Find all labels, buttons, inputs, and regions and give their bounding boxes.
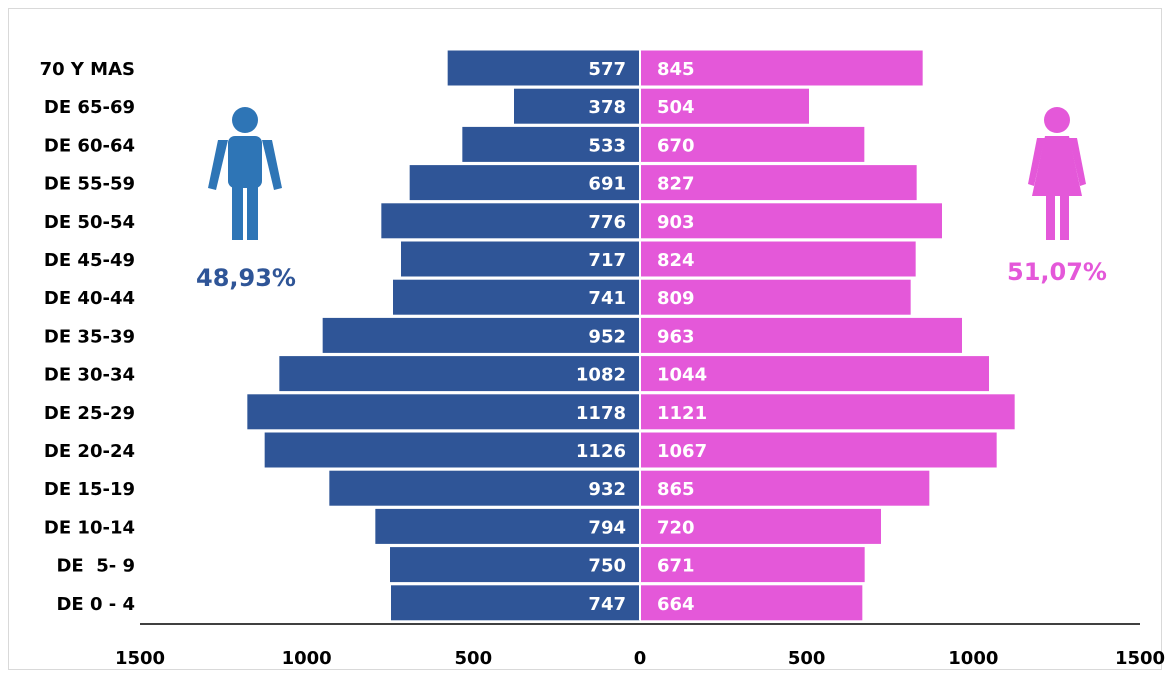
category-labels: 70 Y MAS DE 65-69 DE 60-64 DE 55-59 DE 50-54… xyxy=(40,59,135,615)
x-tick-label: 1500 xyxy=(115,648,165,669)
bar-right-label: 903 xyxy=(657,212,695,233)
bar-left xyxy=(514,88,640,124)
bar-right xyxy=(641,432,997,468)
bar-right-label: 963 xyxy=(657,326,695,347)
category-label: DE 5- 9 xyxy=(56,556,135,577)
bar-left-label: 577 xyxy=(588,59,626,80)
bar-right-label: 664 xyxy=(657,594,695,615)
bar-right-label: 824 xyxy=(657,250,695,271)
bar-right xyxy=(641,50,923,86)
bar-left-label: 1082 xyxy=(576,365,626,386)
bar-right xyxy=(641,279,911,315)
category-label: DE 55-59 xyxy=(44,174,135,195)
x-tick-label: 500 xyxy=(455,648,493,669)
category-label: DE 50-54 xyxy=(44,212,135,233)
male-percentage: 48,93% xyxy=(196,264,296,292)
bar-left-label: 750 xyxy=(588,556,626,577)
category-label: DE 40-44 xyxy=(44,288,135,309)
bar-left xyxy=(409,165,640,201)
bar-left-label: 717 xyxy=(588,250,626,271)
bar-left-label: 747 xyxy=(588,594,626,615)
bar-left-label: 378 xyxy=(588,97,626,118)
bar-right-label: 865 xyxy=(657,479,695,500)
bar-left xyxy=(279,356,640,392)
bar-right-label: 1044 xyxy=(657,365,707,386)
male-person-icon xyxy=(208,107,282,240)
bar-right-label: 671 xyxy=(657,556,695,577)
bar-right-label: 845 xyxy=(657,59,695,80)
bar-left-label: 776 xyxy=(588,212,626,233)
category-label: DE 45-49 xyxy=(44,250,135,271)
x-tick-label: 1000 xyxy=(948,648,998,669)
category-label: DE 10-14 xyxy=(44,517,135,538)
bar-left xyxy=(390,547,640,583)
bar-left xyxy=(462,126,640,162)
bar-right xyxy=(641,585,863,621)
bar-right-label: 1067 xyxy=(657,441,707,462)
female-percentage: 51,07% xyxy=(1007,258,1107,286)
bar-right-label: 827 xyxy=(657,174,695,195)
female-person-icon xyxy=(1028,107,1086,240)
bar-left-label: 1178 xyxy=(576,403,626,424)
bar-left xyxy=(322,317,640,353)
bar-right xyxy=(641,126,865,162)
bar-left-label: 932 xyxy=(588,479,626,500)
bar-right xyxy=(641,470,930,506)
bar-right-label: 720 xyxy=(657,517,695,538)
bar-right-label: 670 xyxy=(657,135,695,156)
bar-right xyxy=(641,241,916,277)
category-label: DE 60-64 xyxy=(44,135,135,156)
category-label: 70 Y MAS xyxy=(40,59,135,80)
category-label: DE 30-34 xyxy=(44,365,135,386)
bar-left xyxy=(391,585,640,621)
bar-right xyxy=(641,547,865,583)
bar-left xyxy=(375,508,640,544)
bar-left xyxy=(381,203,640,239)
bar-left xyxy=(401,241,640,277)
x-tick-label: 1000 xyxy=(282,648,332,669)
bar-right xyxy=(641,203,942,239)
bars-group: 577 845 378 504 533 670 691 827 776 903 717 824 741 8… xyxy=(247,50,1015,621)
bar-right-label: 504 xyxy=(657,97,695,118)
x-tick-labels: 1500 1000 500 0 500 1000 1500 xyxy=(115,648,1165,669)
category-label: DE 65-69 xyxy=(44,97,135,118)
bar-left xyxy=(247,394,641,430)
category-label: DE 0 - 4 xyxy=(56,594,135,615)
category-label: DE 20-24 xyxy=(44,441,135,462)
bar-left-label: 533 xyxy=(588,135,626,156)
x-tick-label: 500 xyxy=(788,648,826,669)
bar-right xyxy=(641,356,989,392)
category-label: DE 25-29 xyxy=(44,403,135,424)
bar-left-label: 691 xyxy=(588,174,626,195)
bar-right xyxy=(641,88,809,124)
bar-left xyxy=(393,279,640,315)
bar-left-label: 741 xyxy=(588,288,626,309)
x-tick-label: 0 xyxy=(634,648,647,669)
category-label: DE 35-39 xyxy=(44,326,135,347)
bar-left xyxy=(447,50,640,86)
bar-right xyxy=(641,317,962,353)
bar-right xyxy=(641,165,917,201)
category-label: DE 15-19 xyxy=(44,479,135,500)
bar-left-label: 952 xyxy=(588,326,626,347)
x-tick-label: 1500 xyxy=(1115,648,1165,669)
bar-right-label: 809 xyxy=(657,288,695,309)
bar-right-label: 1121 xyxy=(657,403,707,424)
bar-left xyxy=(264,432,640,468)
bar-left-label: 1126 xyxy=(576,441,626,462)
bar-right xyxy=(641,394,1015,430)
bar-left-label: 794 xyxy=(588,517,626,538)
bar-right xyxy=(641,508,881,544)
bar-left xyxy=(329,470,640,506)
